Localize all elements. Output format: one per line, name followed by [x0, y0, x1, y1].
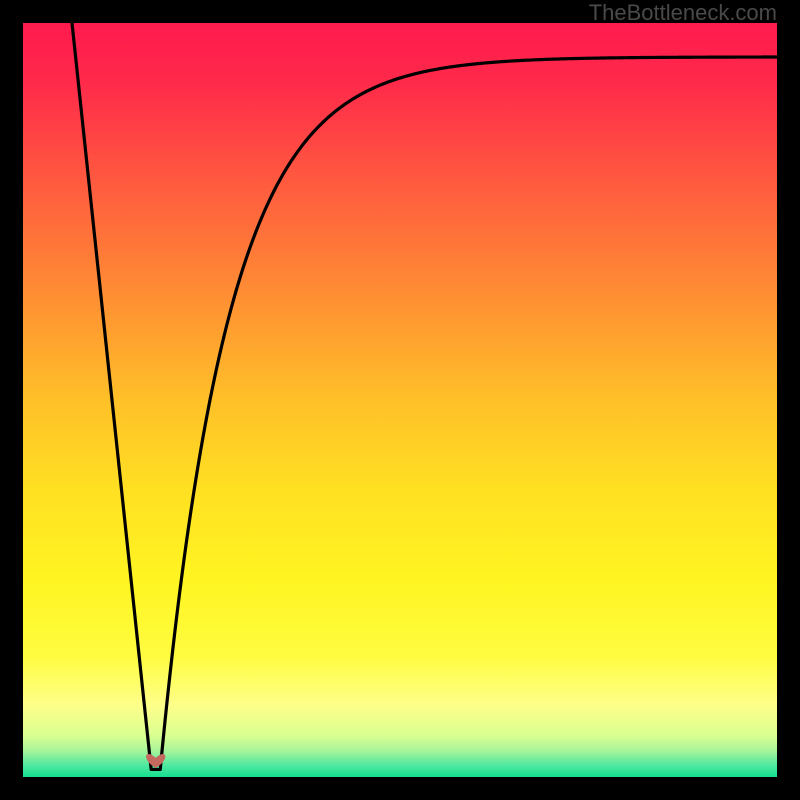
cusp-marker-heart-icon [23, 23, 777, 777]
chart-plot-area [23, 23, 777, 777]
watermark-text: TheBottleneck.com [589, 0, 777, 26]
